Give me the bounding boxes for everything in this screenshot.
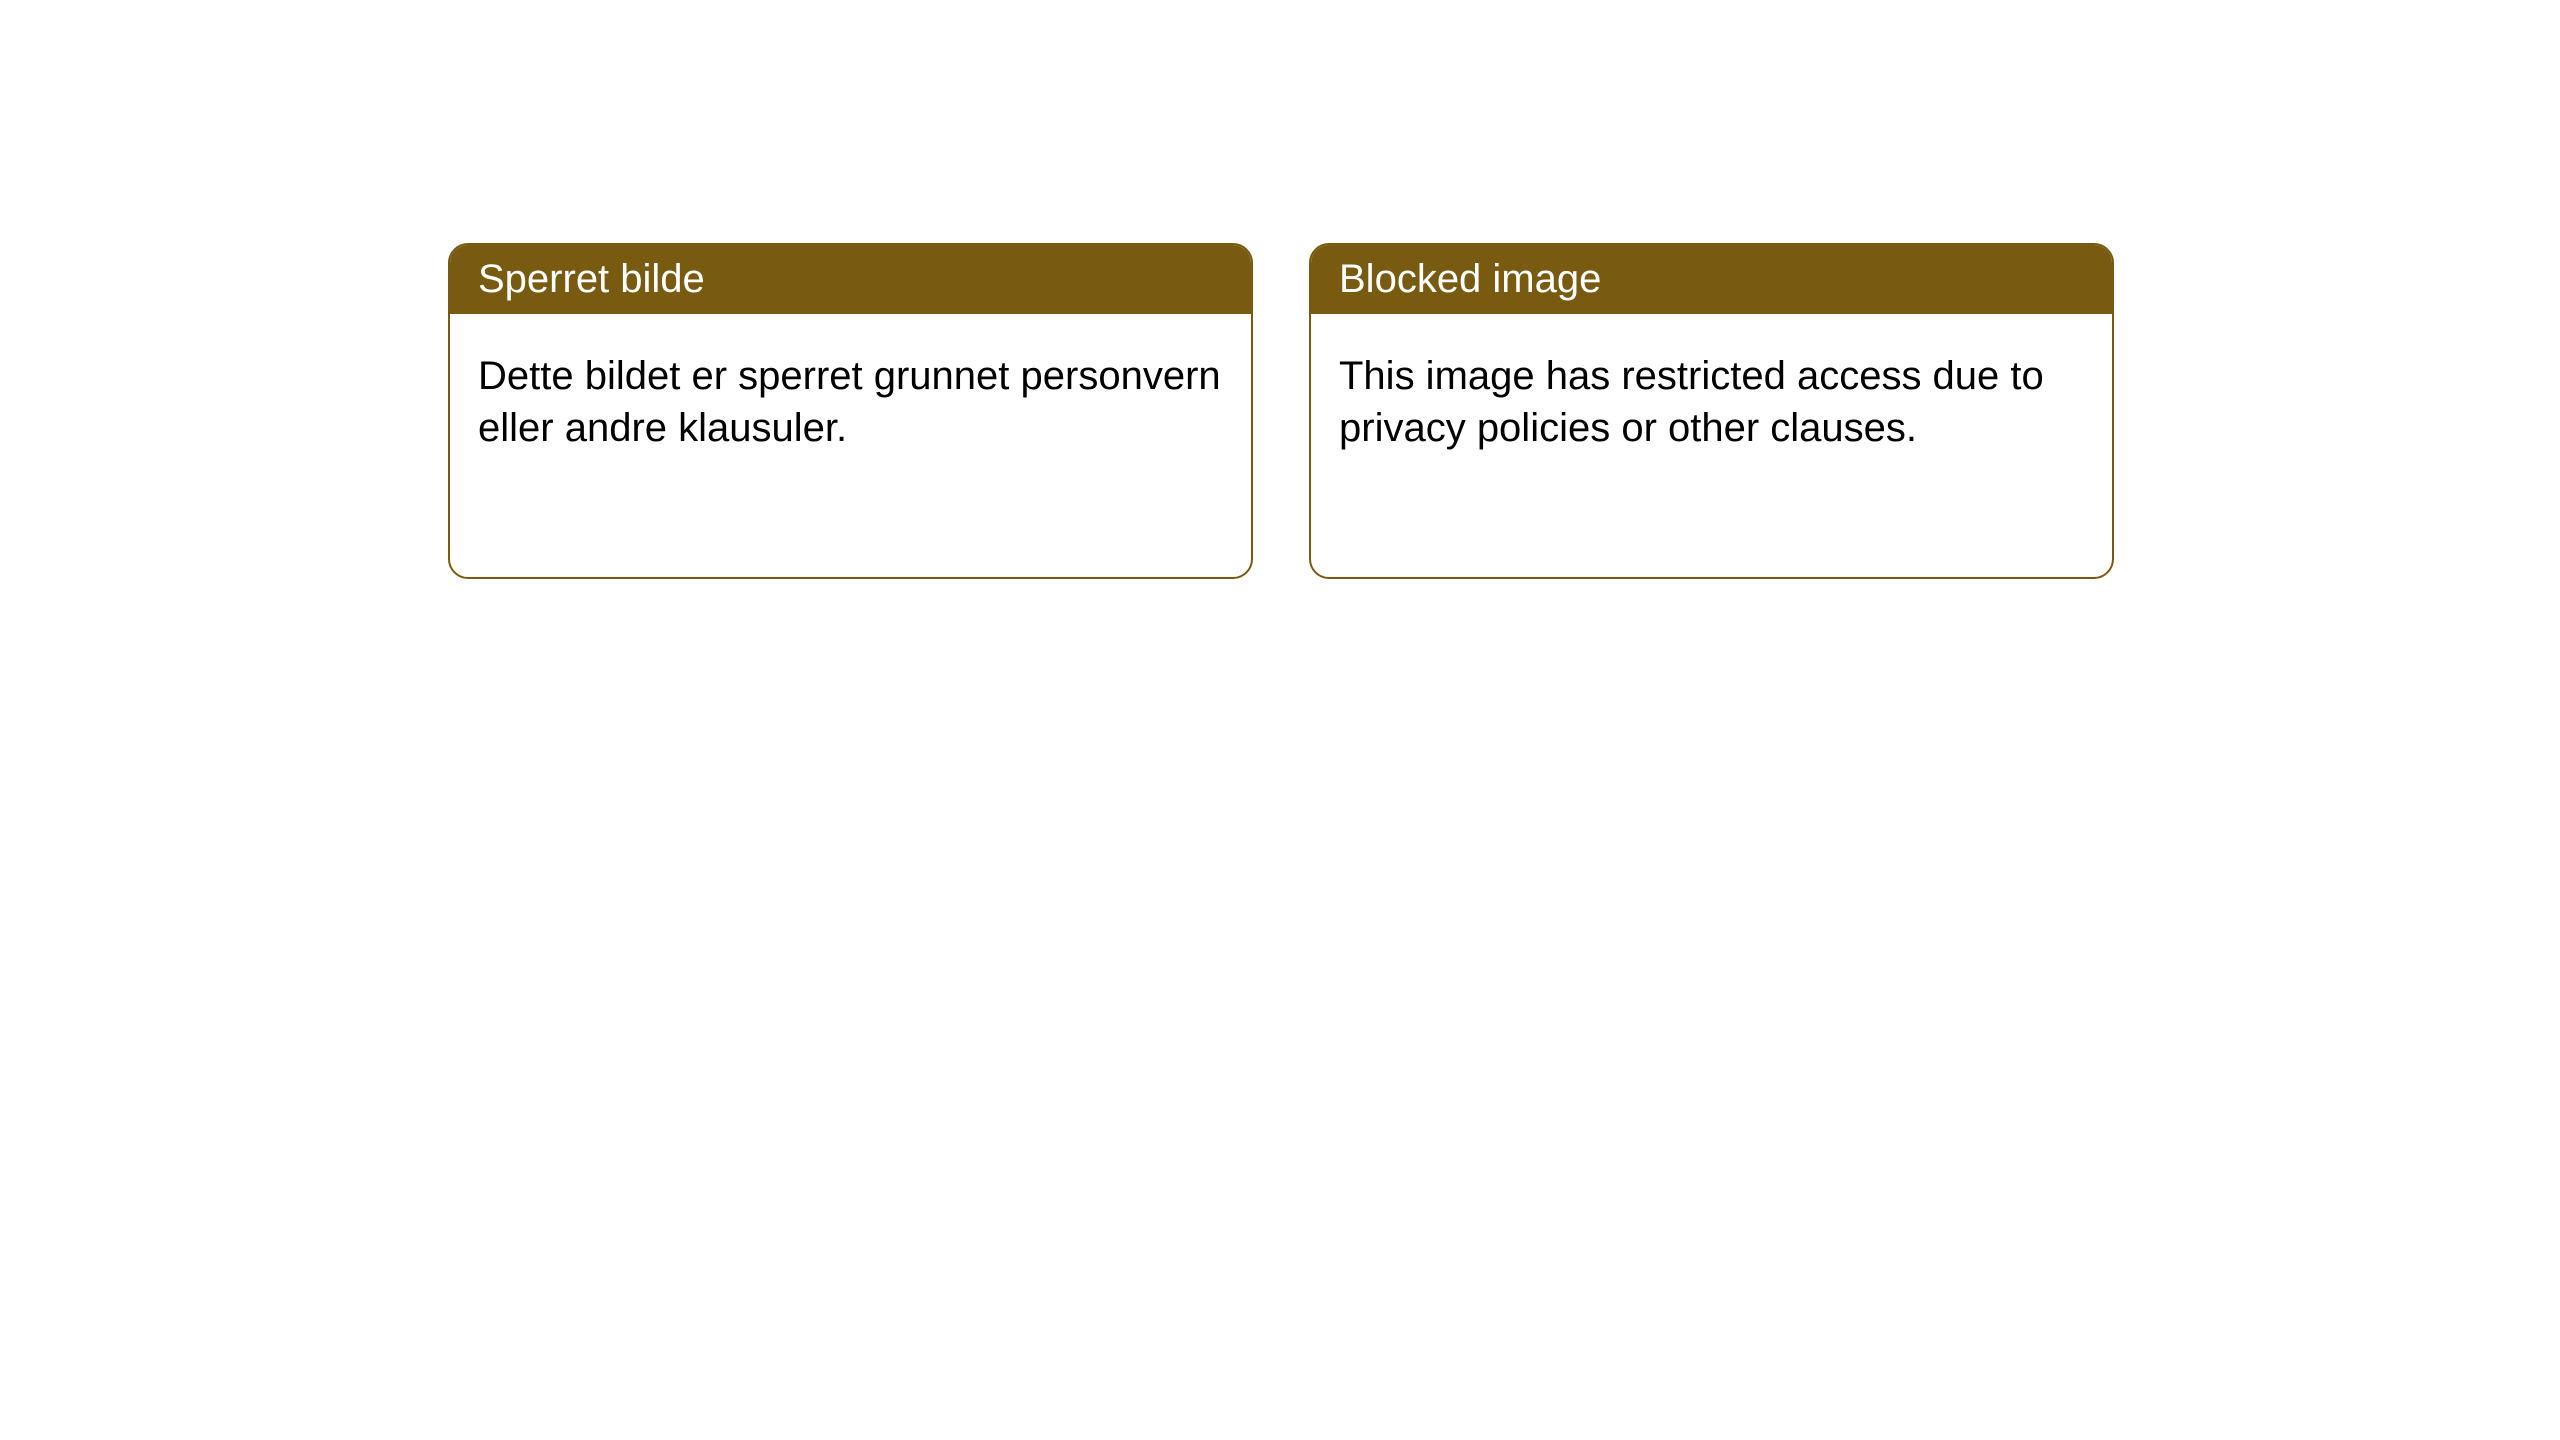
notice-header: Blocked image [1311, 245, 2112, 314]
notice-card-english: Blocked image This image has restricted … [1309, 243, 2114, 579]
notice-card-norwegian: Sperret bilde Dette bildet er sperret gr… [448, 243, 1253, 579]
notice-body: Dette bildet er sperret grunnet personve… [450, 314, 1251, 490]
notice-container: Sperret bilde Dette bildet er sperret gr… [448, 243, 2114, 579]
notice-header: Sperret bilde [450, 245, 1251, 314]
notice-body: This image has restricted access due to … [1311, 314, 2112, 490]
